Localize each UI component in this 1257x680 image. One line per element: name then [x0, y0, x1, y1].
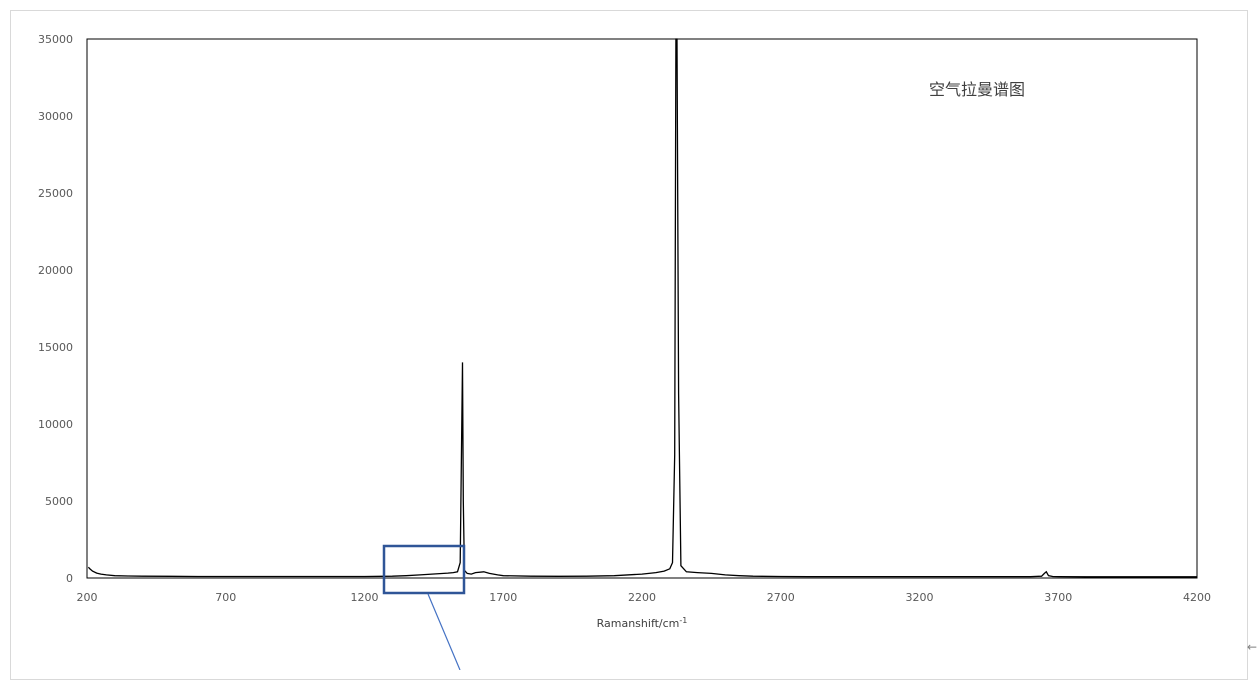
x-axis-title-superscript: -1	[679, 616, 687, 625]
x-tick-label: 1700	[489, 591, 517, 604]
y-tick-label: 30000	[38, 110, 73, 123]
y-tick-label: 15000	[38, 341, 73, 354]
corner-arrow-icon: ←	[1246, 640, 1257, 654]
x-tick-label: 1200	[351, 591, 379, 604]
x-axis: 200 700 1200 1700 2200 2700 3200 3700 4200	[77, 591, 1212, 604]
x-tick-label: 2200	[628, 591, 656, 604]
x-tick-label: 4200	[1183, 591, 1211, 604]
x-tick-label: 200	[77, 591, 98, 604]
y-tick-label: 10000	[38, 418, 73, 431]
y-tick-label: 5000	[45, 495, 73, 508]
x-axis-title: Ramanshift/cm-1	[597, 616, 688, 630]
chart-frame	[10, 10, 1248, 680]
y-axis: 0 5000 10000 15000 20000 25000 30000 35000	[38, 33, 73, 585]
plot-area	[86, 38, 1198, 579]
x-tick-label: 3700	[1044, 591, 1072, 604]
x-tick-label: 3200	[906, 591, 934, 604]
y-tick-label: 25000	[38, 187, 73, 200]
highlight-box	[382, 544, 466, 595]
spectrum-line	[87, 38, 1197, 578]
callout-line	[427, 593, 461, 670]
y-tick-label: 0	[66, 572, 73, 585]
y-tick-label: 35000	[38, 33, 73, 46]
x-tick-label: 2700	[767, 591, 795, 604]
y-tick-label: 20000	[38, 264, 73, 277]
x-axis-title-text: Ramanshift/cm	[597, 617, 680, 630]
chart-title: 空气拉曼谱图	[929, 80, 1025, 99]
x-tick-label: 700	[215, 591, 236, 604]
